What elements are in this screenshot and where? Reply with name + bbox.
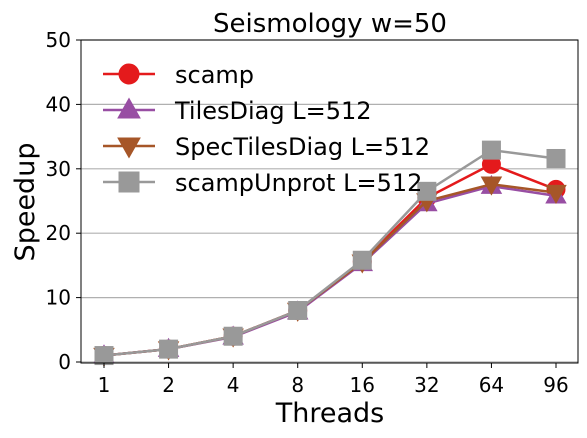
series-3: [94, 140, 566, 366]
data-point: [417, 181, 437, 201]
grid-lines: [81, 39, 578, 363]
data-point: [545, 184, 567, 204]
legend-label: TilesDiag L=512: [174, 97, 372, 125]
axis-ticks: 0 10 20 30 40 50 1 2 4 8 16 32 64 96: [46, 28, 569, 397]
x-tick-label: 16: [350, 373, 375, 397]
y-tick-label: 50: [46, 28, 71, 52]
x-tick-label: 64: [479, 373, 504, 397]
x-tick-label: 2: [162, 373, 175, 397]
legend-entry: scampUnprot L=512: [103, 169, 422, 197]
legend-label: SpecTilesDiag L=512: [175, 133, 430, 161]
series-line: [103, 182, 557, 357]
legend-entry: TilesDiag L=512: [103, 97, 372, 125]
y-tick-label: 30: [46, 157, 71, 181]
x-axis-label: Threads: [275, 398, 384, 429]
legend-entry: SpecTilesDiag L=512: [103, 133, 430, 161]
legend-entry: scamp: [103, 61, 254, 89]
legend-label: scamp: [175, 61, 254, 89]
y-tick-label: 10: [46, 286, 71, 310]
series-1: [93, 174, 567, 364]
series-2: [93, 176, 567, 367]
data-point: [480, 176, 503, 196]
y-tick-label: 0: [58, 350, 71, 374]
x-tick-label: 96: [543, 373, 568, 397]
plot-frame: [80, 39, 579, 364]
data-point: [159, 339, 179, 359]
legend-label: scampUnprot L=512: [175, 169, 422, 197]
legend-marker: [118, 171, 140, 193]
data-point: [223, 326, 243, 346]
series-line: [103, 184, 557, 357]
legend-marker: [117, 137, 141, 159]
x-tick-label: 32: [414, 373, 439, 397]
series-line: [103, 148, 557, 357]
legend-marker: [117, 97, 141, 119]
y-tick-label: 20: [46, 221, 71, 245]
x-tick-label: 8: [291, 373, 304, 397]
data-point: [481, 140, 501, 160]
x-tick-label: 1: [98, 373, 111, 397]
y-tick-label: 40: [46, 92, 71, 116]
data-point: [546, 148, 566, 168]
data-point: [352, 250, 372, 270]
series-layer: [93, 140, 567, 367]
data-point: [94, 346, 114, 366]
chart-title: Seismology w=50: [213, 9, 447, 39]
legend: scamp TilesDiag L=512 SpecTilesDiag L=512 s…: [103, 61, 430, 197]
y-axis-label: Speedup: [10, 143, 41, 262]
legend-marker: [118, 63, 140, 85]
x-tick-label: 4: [227, 373, 240, 397]
data-point: [288, 300, 308, 320]
